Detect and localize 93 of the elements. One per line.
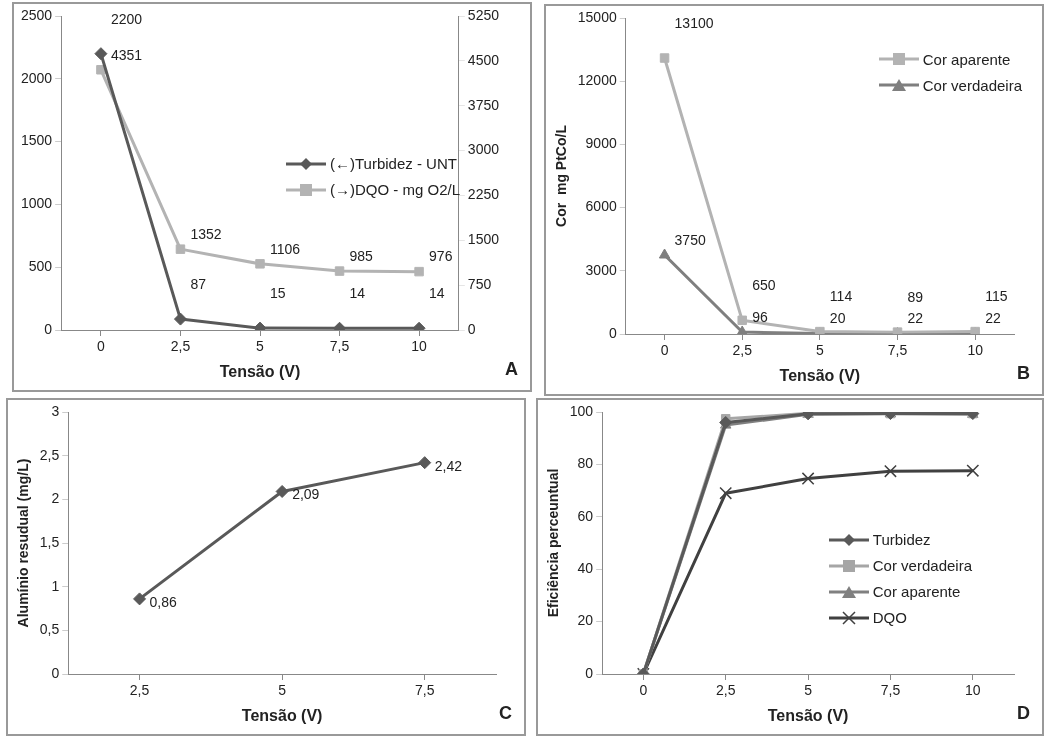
legend-label: Cor aparente [872, 583, 961, 601]
legend-label: Cor verdadeira [872, 557, 972, 575]
x-tick-label: 10 [967, 342, 984, 359]
legend-label: Cor aparente [922, 50, 1011, 68]
x-tick-label: 0 [639, 682, 648, 699]
data-label: 114 [829, 288, 853, 305]
y-tick-label: 9000 [585, 135, 617, 152]
x-tick-label: 7,5 [887, 342, 908, 359]
y2-tick-label: 0 [467, 320, 476, 337]
x-tick-label: 10 [965, 682, 981, 699]
x-tick-label: 2,5 [129, 682, 150, 699]
y2-tick-label: 750 [467, 276, 492, 292]
x-tick-label: 5 [256, 338, 265, 355]
y-tick-label: 1,5 [39, 533, 60, 550]
y-axis-title: Eficiência perceuntual [545, 468, 562, 618]
data-label: 0,86 [149, 593, 178, 610]
data-label: 22 [985, 310, 1001, 327]
data-label: 650 [752, 277, 776, 294]
y-tick-label: 2 [51, 490, 60, 507]
data-label: 1352 [190, 226, 222, 242]
x-axis-title: Tensão (V) [779, 366, 861, 384]
data-label: 14 [349, 285, 366, 302]
y-tick-label: 20 [577, 612, 594, 629]
y-axis-title: Alumínio resudual (mg/L) [15, 458, 32, 628]
y2-tick-label: 5250 [467, 6, 500, 23]
y-tick-label: 3000 [585, 261, 617, 278]
y-tick-label: 2,5 [39, 446, 60, 463]
legend-label: (→)DQO - mg O2/L [329, 181, 460, 199]
data-label: 3750 [674, 231, 706, 248]
y2-tick-label: 4500 [467, 51, 500, 68]
y-tick-label: 0 [608, 324, 617, 341]
y-tick-label: 12000 [577, 72, 617, 89]
y-tick-label: 1 [51, 577, 60, 594]
y-tick-label: 60 [577, 507, 594, 524]
y-tick-label: 2000 [20, 69, 53, 86]
data-label: 2,09 [292, 486, 320, 503]
x-tick-label: 7,5 [329, 338, 350, 355]
y2-tick-label: 1500 [467, 231, 500, 248]
y-tick-label: 2500 [20, 6, 53, 23]
y-tick-label: 1500 [20, 132, 53, 149]
text: B [1017, 363, 1030, 384]
x-tick-label: 2,5 [715, 682, 736, 699]
data-label: 1106 [270, 240, 301, 257]
x-tick-label: 5 [815, 342, 824, 359]
data-label: 4351 [110, 46, 143, 63]
y-tick-label: 0 [585, 664, 594, 681]
data-label: 14 [429, 285, 445, 302]
y-tick-label: 0 [44, 320, 53, 337]
y-tick-label: 1000 [20, 195, 53, 212]
y-tick-label: 0,5 [39, 621, 60, 638]
y2-tick-label: 2250 [467, 186, 500, 203]
y-tick-label: 15000 [577, 8, 617, 25]
y-tick-label: 80 [577, 455, 594, 472]
data-label: 2200 [110, 10, 143, 27]
text: A [505, 359, 518, 380]
data-label: 13100 [674, 14, 714, 31]
x-tick-label: 2,5 [732, 342, 753, 359]
data-label: 89 [907, 288, 924, 305]
data-label: 15 [270, 284, 286, 301]
legend-label: DQO [872, 609, 907, 627]
text: C [499, 703, 512, 724]
x-tick-label: 10 [411, 338, 428, 355]
y2-tick-label: 3750 [467, 96, 500, 113]
data-label: 2,42 [434, 457, 463, 474]
data-label: 96 [752, 308, 768, 325]
x-tick-label: 7,5 [414, 682, 435, 699]
data-label: 115 [985, 288, 1008, 305]
x-tick-label: 0 [97, 338, 106, 355]
data-label: 985 [349, 247, 374, 264]
data-label: 20 [829, 310, 846, 327]
y-tick-label: 100 [569, 402, 594, 419]
text: D [1017, 703, 1030, 724]
x-tick-label: 0 [660, 342, 669, 359]
y-tick-label: 6000 [585, 198, 617, 215]
data-label: 976 [429, 248, 453, 265]
legend-label: Cor verdadeira [922, 76, 1022, 94]
x-axis-title: Tensão (V) [241, 706, 323, 724]
x-tick-label: 7,5 [880, 682, 901, 699]
x-axis-title: Tensão (V) [767, 706, 849, 724]
y-tick-label: 3 [51, 402, 60, 419]
y2-tick-label: 3000 [467, 141, 500, 158]
y-tick-label: 0 [51, 664, 60, 681]
data-label: 87 [190, 275, 207, 292]
legend-label: (←)Turbidez - UNT [329, 155, 457, 173]
x-tick-label: 5 [278, 682, 287, 699]
y-axis-title: Cor mg PtCo/L [553, 124, 570, 227]
x-tick-label: 5 [804, 682, 813, 699]
x-axis-title: Tensão (V) [219, 362, 301, 380]
legend-label: Turbidez [872, 531, 931, 549]
data-label: 22 [907, 310, 924, 327]
y-tick-label: 40 [577, 560, 594, 577]
x-tick-label: 2,5 [170, 338, 191, 355]
y-tick-label: 500 [28, 258, 53, 275]
